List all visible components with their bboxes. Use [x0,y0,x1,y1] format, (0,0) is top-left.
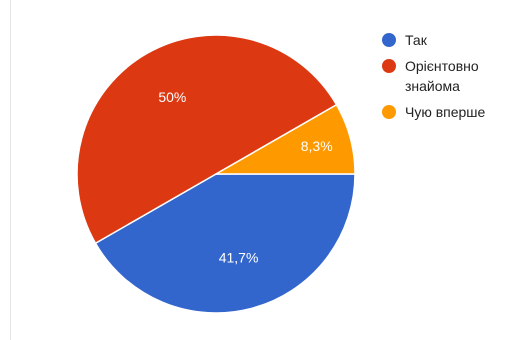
legend-label: Так [405,32,427,48]
legend-label: Чую вперше [405,104,486,120]
slice-value-label: 50% [158,89,186,105]
legend-item-oriientovno[interactable]: Орієнтовно знайома [382,56,522,96]
left-divider [10,0,11,340]
legend-swatch-icon [382,105,396,119]
legend-item-chuiu-vpershe[interactable]: Чую вперше [382,102,522,122]
legend-label: Орієнтовно знайома [405,58,479,94]
slice-value-label: 8,3% [301,138,333,154]
legend-swatch-icon [382,59,396,73]
pie-slice[interactable] [213,103,356,175]
slice-value-label: 41,7% [219,249,259,265]
legend: Так Орієнтовно знайома Чую вперше [382,30,522,128]
pie-slice[interactable] [94,173,356,314]
legend-item-tak[interactable]: Так [382,30,522,50]
legend-swatch-icon [382,33,396,47]
pie-slice[interactable] [76,34,338,245]
